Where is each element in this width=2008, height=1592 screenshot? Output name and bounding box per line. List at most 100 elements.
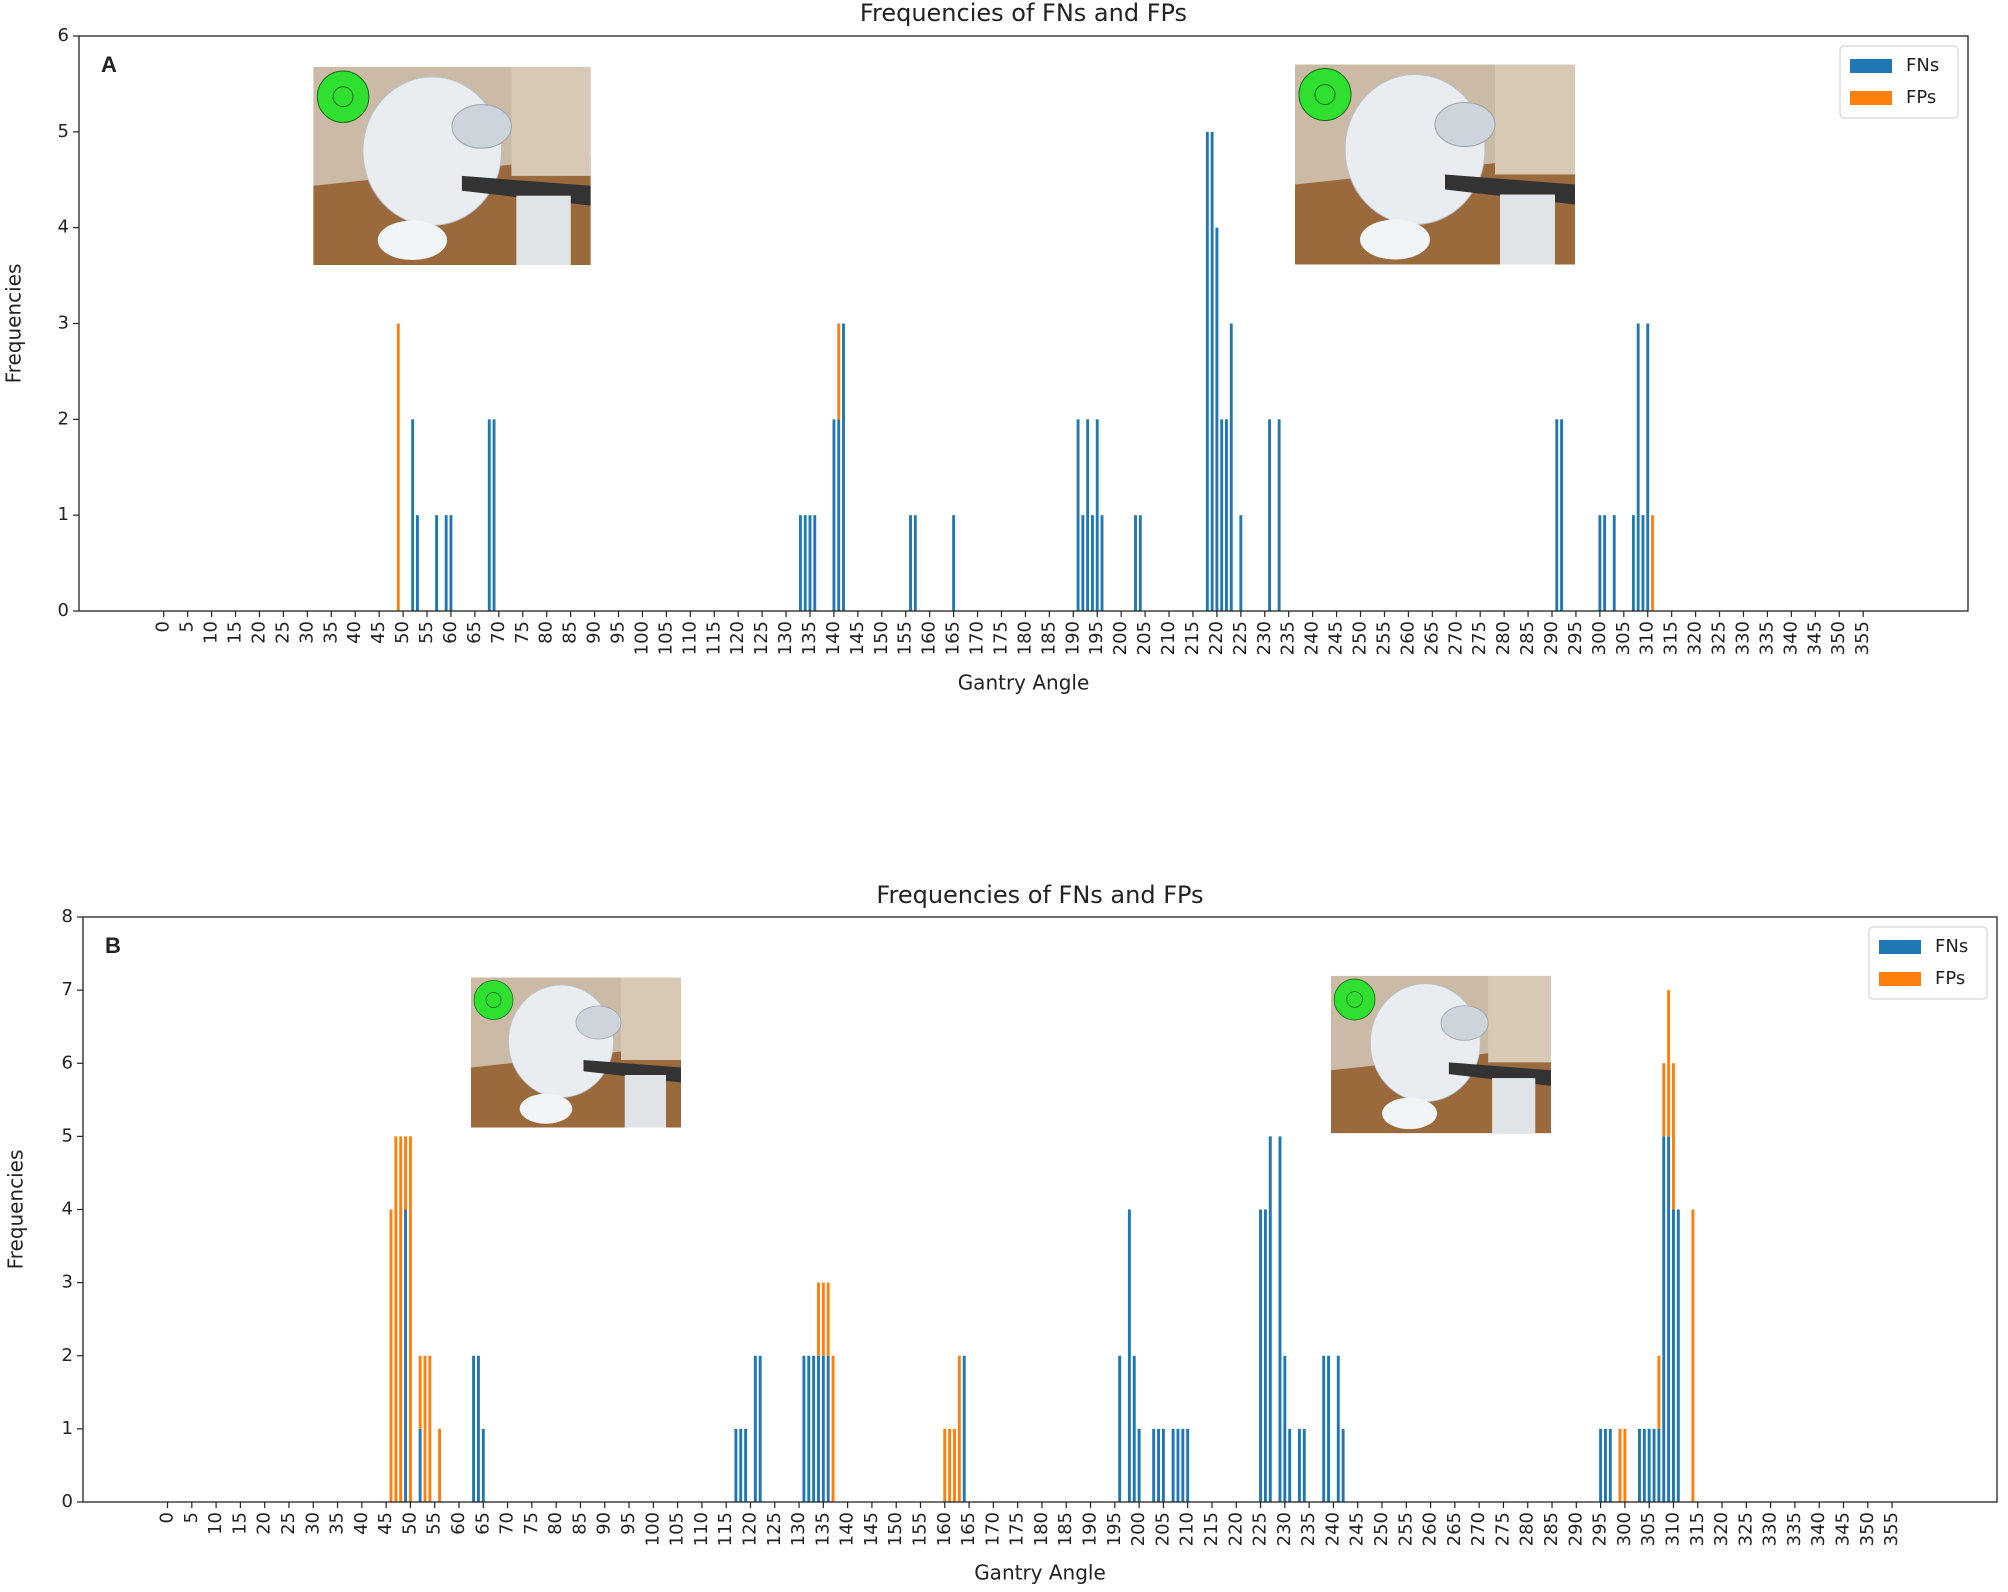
legend-swatch <box>1850 91 1892 105</box>
x-tick-label: 235 <box>1298 1512 1319 1546</box>
x-tick-label: 355 <box>1881 1512 1902 1546</box>
x-axis-label: Gantry Angle <box>974 1561 1106 1585</box>
bar <box>1623 1428 1627 1502</box>
bar <box>1691 1209 1695 1502</box>
y-tick-label: 6 <box>62 1052 73 1073</box>
bar <box>802 1355 806 1502</box>
inset-images <box>312 64 1575 1134</box>
bar <box>831 1355 835 1502</box>
x-tick-label: 280 <box>1493 621 1514 655</box>
x-tick-label: 315 <box>1661 621 1682 655</box>
x-tick-label: 235 <box>1278 621 1299 655</box>
x-tick-label: 300 <box>1614 1512 1635 1546</box>
y-tick-label: 8 <box>62 906 73 927</box>
bar <box>428 1355 432 1502</box>
x-tick-label: 25 <box>278 1512 299 1535</box>
x-tick-label: 285 <box>1517 621 1538 655</box>
bar <box>1297 1428 1301 1502</box>
inset-image <box>471 977 681 1128</box>
bar <box>807 1355 811 1502</box>
x-tick-label: 95 <box>608 621 629 644</box>
bar <box>423 1355 427 1502</box>
bar <box>1603 515 1607 611</box>
bar <box>962 1355 966 1502</box>
x-tick-label: 150 <box>871 621 892 655</box>
plot-frame <box>78 35 1969 612</box>
bar <box>842 323 845 611</box>
x-tick-label: 245 <box>1326 621 1347 655</box>
x-tick-label: 350 <box>1857 1512 1878 1546</box>
x-tick-label: 225 <box>1250 1512 1271 1546</box>
bar <box>1186 1428 1190 1502</box>
bar <box>435 515 439 611</box>
x-tick-label: 190 <box>1080 1512 1101 1546</box>
x-tick-label: 200 <box>1128 1512 1149 1546</box>
inset-image <box>1295 64 1575 265</box>
bar <box>1118 1355 1122 1502</box>
bar <box>1341 1428 1345 1502</box>
legend-label: FPs <box>1935 968 1965 989</box>
x-tick-label: 15 <box>229 1512 250 1535</box>
bar <box>1631 515 1635 611</box>
x-tick-label: 35 <box>320 621 341 644</box>
x-tick-label: 325 <box>1735 1512 1756 1546</box>
legend-swatch <box>1850 59 1892 73</box>
bar <box>1283 1355 1287 1502</box>
bar <box>389 1209 393 1502</box>
bar <box>826 1282 830 1356</box>
chart-title: Frequencies of FNs and FPs <box>876 881 1203 909</box>
bar <box>943 1428 947 1502</box>
bar <box>1599 1428 1603 1502</box>
x-tick-label: 155 <box>909 1512 930 1546</box>
x-tick-label: 320 <box>1711 1512 1732 1546</box>
x-tick-label: 120 <box>727 621 748 655</box>
x-tick-label: 55 <box>416 621 437 644</box>
x-tick-label: 175 <box>990 621 1011 655</box>
bar <box>418 1428 422 1502</box>
bar <box>404 1209 408 1502</box>
x-tick-label: 15 <box>225 621 246 644</box>
bar <box>1100 515 1104 611</box>
bar <box>1672 1063 1675 1210</box>
x-tick-label: 180 <box>1031 1512 1052 1546</box>
x-tick-label: 100 <box>631 621 652 655</box>
x-tick-label: 225 <box>1230 621 1251 655</box>
legend-swatch <box>1879 972 1921 986</box>
x-tick-label: 120 <box>739 1512 760 1546</box>
y-tick-label: 3 <box>62 1272 73 1293</box>
bar <box>1642 1428 1646 1502</box>
bar <box>1176 1428 1180 1502</box>
x-tick-label: 205 <box>1152 1512 1173 1546</box>
bar <box>758 1355 762 1502</box>
x-tick-label: 20 <box>248 621 269 644</box>
x-tick-label: 345 <box>1832 1512 1853 1546</box>
bar <box>1667 990 1671 1137</box>
x-tick-label: 65 <box>464 621 485 644</box>
x-tick-label: 275 <box>1469 621 1490 655</box>
x-tick-label: 190 <box>1062 621 1083 655</box>
x-tick-label: 125 <box>764 1512 785 1546</box>
x-tick-label: 25 <box>272 621 293 644</box>
x-tick-label: 305 <box>1638 1512 1659 1546</box>
x-tick-label: 55 <box>424 1512 445 1535</box>
bar <box>1667 1136 1671 1502</box>
x-tick-label: 220 <box>1206 621 1227 655</box>
bar <box>1086 419 1090 611</box>
bar <box>817 1355 820 1502</box>
x-tick-label: 355 <box>1852 621 1873 655</box>
x-tick-label: 85 <box>569 1512 590 1535</box>
x-tick-label: 10 <box>201 621 222 644</box>
x-tick-label: 145 <box>847 621 868 655</box>
x-tick-label: 260 <box>1420 1512 1441 1546</box>
x-tick-label: 70 <box>488 621 509 644</box>
x-tick-label: 215 <box>1182 621 1203 655</box>
x-tick-label: 170 <box>982 1512 1003 1546</box>
bar <box>821 1355 825 1502</box>
x-tick-label: 80 <box>545 1512 566 1535</box>
bar <box>1161 1428 1165 1502</box>
panel-label: A <box>101 52 117 77</box>
x-tick-label: 40 <box>351 1512 372 1535</box>
x-tick-label: 5 <box>177 621 198 632</box>
y-axis-label: Frequencies <box>4 1150 28 1270</box>
